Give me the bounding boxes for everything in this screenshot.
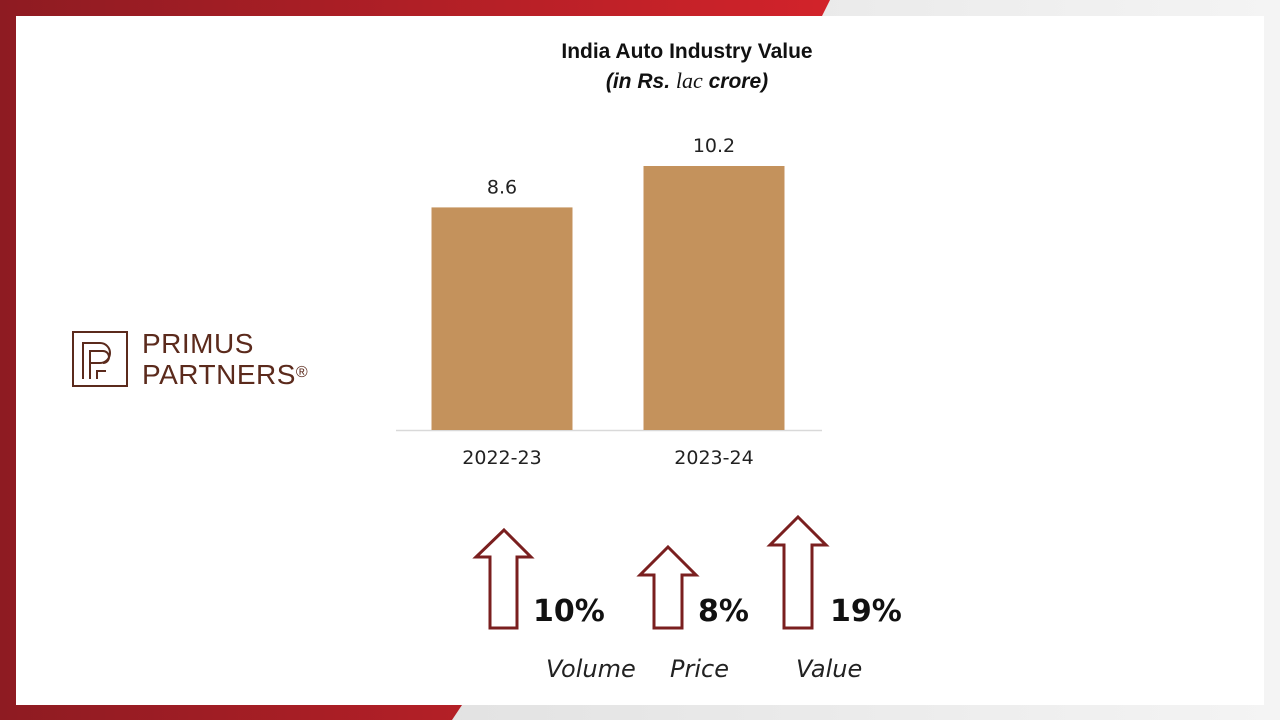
value-growth-value: 19% xyxy=(830,594,902,629)
subtitle-suffix: crore) xyxy=(702,70,769,93)
chart-title: India Auto Industry Value xyxy=(561,40,813,63)
logo-line-primus: PRIMUS xyxy=(142,328,254,359)
price-label: Price xyxy=(670,655,729,683)
primus-partners-logo-mark xyxy=(72,331,128,387)
subtitle-prefix: (in Rs. xyxy=(605,70,676,93)
value-label: Value xyxy=(796,655,863,683)
subtitle-unit: lac xyxy=(675,68,703,93)
price-growth-value: 8% xyxy=(698,594,749,629)
chart-subtitle: (in Rs. lac crore) xyxy=(387,68,987,94)
registered-mark: ® xyxy=(295,364,309,381)
volume-label: Volume xyxy=(546,655,636,683)
volume-growth-value: 10% xyxy=(533,594,605,629)
primus-partners-logo: PRIMUS PARTNERS® xyxy=(70,328,308,390)
logo-line-partners: PARTNERS xyxy=(142,359,296,390)
